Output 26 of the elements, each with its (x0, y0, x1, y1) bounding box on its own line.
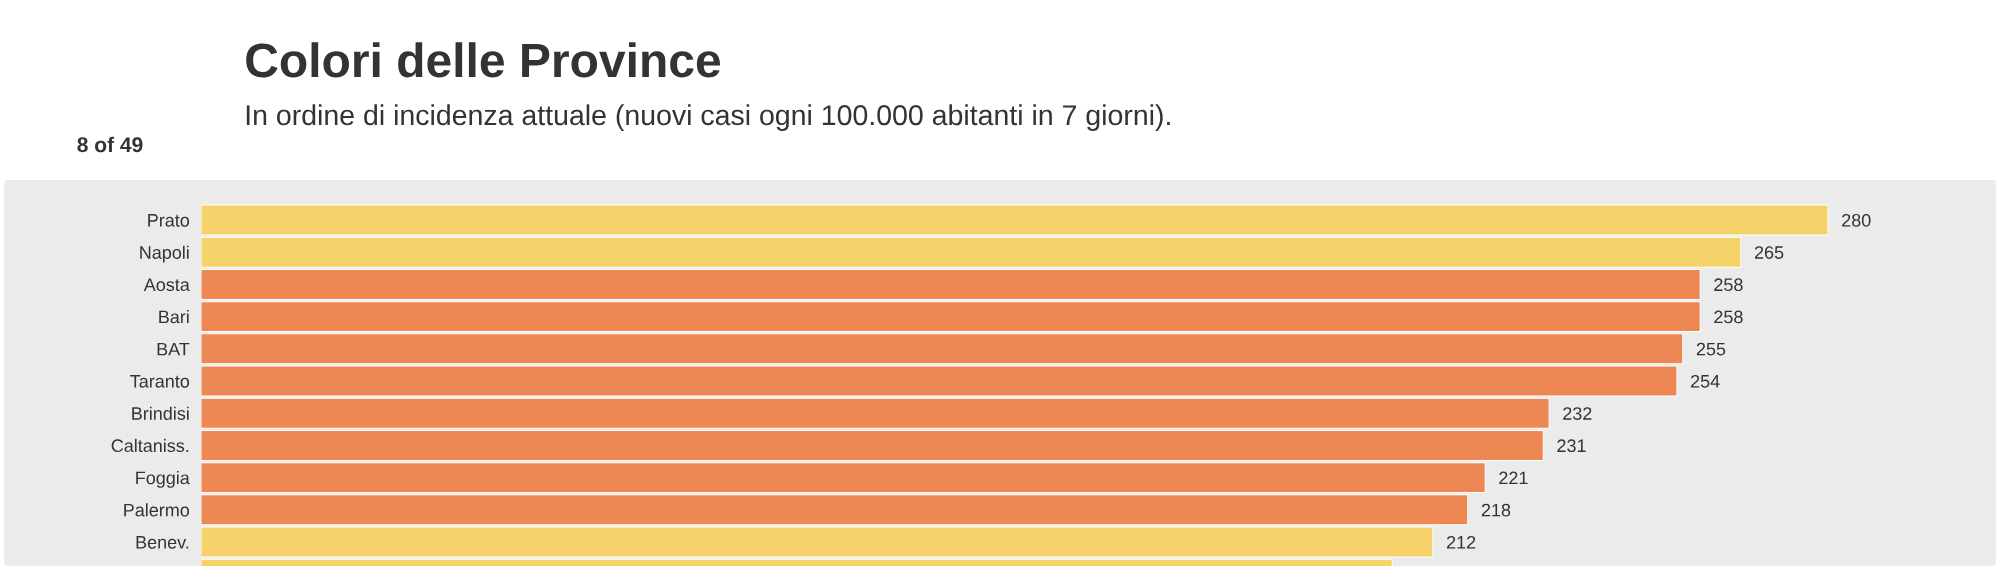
y-tick-label: Benev. (136, 536, 189, 549)
data-label: 255 (1696, 342, 1726, 356)
y-tick-label: Napoli (140, 245, 189, 263)
y-tick-label: Foggia (136, 471, 190, 488)
y-tick-label: Palermo (124, 503, 190, 517)
y-tick-label: Taranto (130, 375, 190, 388)
y-tick-label: BAT (157, 342, 190, 356)
data-label: 254 (1691, 374, 1720, 388)
data-label: 221 (1499, 471, 1528, 485)
data-label: 218 (1481, 503, 1511, 517)
bar (201, 333, 1684, 365)
chart-title: Colori delle Province (246, 42, 721, 78)
y-tick-label: Aosta (143, 278, 190, 292)
y-tick-label: Bari (159, 310, 189, 324)
y-tick-label: Prato (148, 214, 190, 227)
data-label: 280 (1842, 213, 1871, 227)
y-tick-label: Brindisi (132, 406, 189, 420)
data-label: 231 (1557, 439, 1586, 453)
data-label: 265 (1754, 246, 1784, 259)
data-label: 212 (1446, 535, 1476, 549)
chart-subtitle: In ordine di incidenza attuale (nuovi casi ogni 100.000 abitanti in 7 giorni). (246, 104, 1170, 131)
data-label: 232 (1563, 407, 1592, 420)
data-label: 258 (1714, 310, 1743, 324)
text: 8 of 49 (77, 136, 143, 153)
data-label: 258 (1714, 278, 1743, 292)
y-tick-label: Caltaniss. (111, 438, 189, 453)
